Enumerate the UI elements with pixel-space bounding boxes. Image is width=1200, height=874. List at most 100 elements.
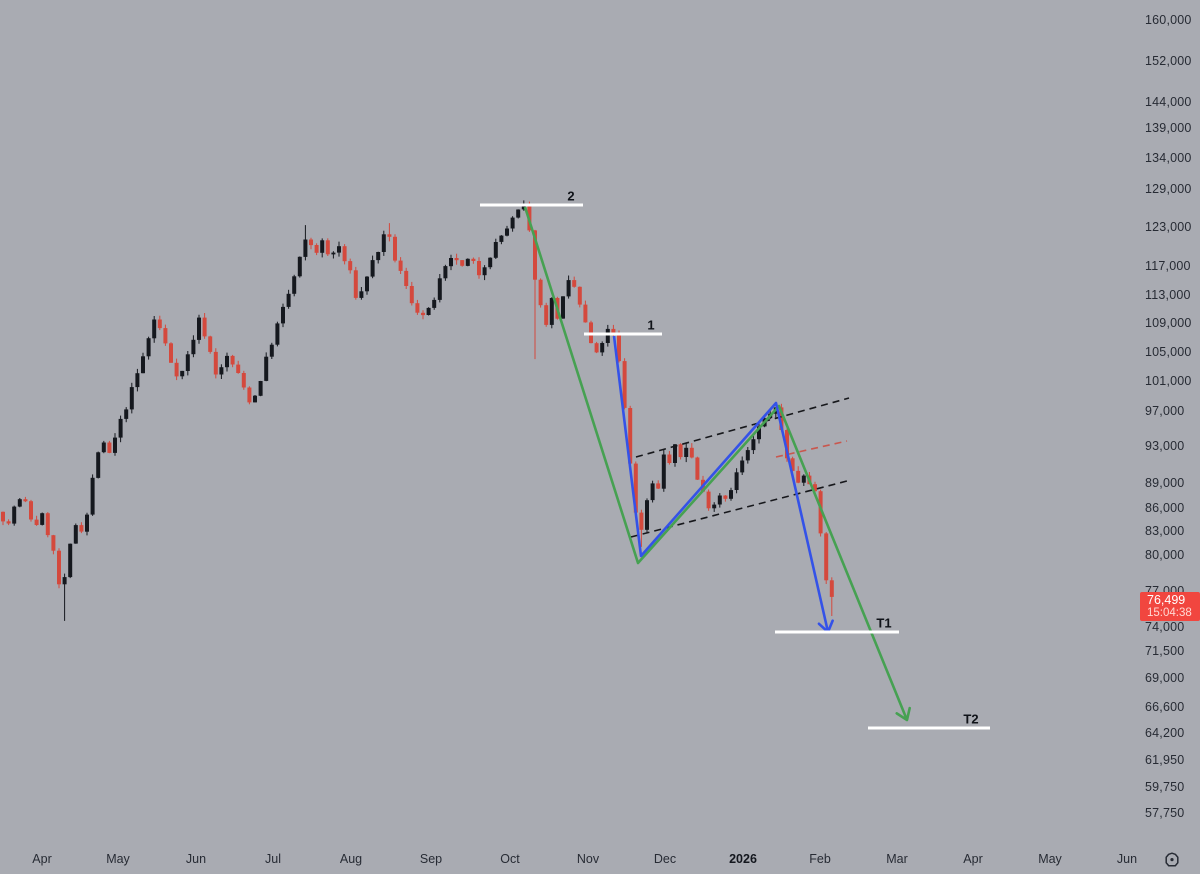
- time-tick: May: [1038, 851, 1062, 866]
- candle: [292, 274, 297, 297]
- candle: [253, 395, 257, 403]
- candle: [264, 352, 269, 382]
- candle: [79, 522, 84, 534]
- candle: [303, 225, 308, 261]
- green-projection[interactable]: [523, 206, 912, 722]
- price-tick: 97,000: [1145, 404, 1185, 418]
- candle: [678, 443, 683, 460]
- candle: [622, 358, 627, 410]
- candle: [426, 307, 431, 316]
- price-tick: 123,000: [1145, 220, 1192, 234]
- candle: [107, 440, 112, 454]
- candle: [566, 275, 571, 299]
- last-price-value: 76,499: [1147, 592, 1186, 607]
- candle: [286, 289, 291, 309]
- projection-arrows[interactable]: [523, 206, 912, 722]
- candle: [381, 230, 386, 256]
- price-tick: 64,200: [1145, 726, 1185, 740]
- blue-projection[interactable]: [612, 335, 834, 634]
- candle: [437, 274, 442, 303]
- candle: [180, 370, 185, 380]
- level-label-t2: T2: [963, 711, 979, 727]
- level-label-2: 2: [567, 188, 575, 204]
- candle: [241, 370, 246, 390]
- candle: [549, 297, 554, 329]
- price-tick: 139,000: [1145, 121, 1192, 135]
- time-axis[interactable]: Apr May Jun Jul Aug Sep Oct Nov Dec 2026 Feb Mar Apr…: [0, 845, 1200, 872]
- candle: [706, 489, 711, 511]
- candle: [185, 351, 190, 376]
- candle: [628, 405, 633, 467]
- candle: [538, 278, 543, 308]
- time-tick: Aug: [339, 851, 363, 866]
- candle: [342, 244, 347, 265]
- candle: [62, 573, 67, 621]
- candle: [650, 480, 655, 503]
- price-tick: 109,000: [1145, 316, 1192, 330]
- candle: [723, 495, 728, 502]
- time-tick: Apr: [32, 851, 52, 866]
- candle: [661, 449, 666, 492]
- time-tick: Dec: [653, 851, 677, 866]
- time-tick: Jun: [1116, 851, 1138, 866]
- candle: [96, 451, 101, 479]
- candle: [790, 456, 795, 472]
- price-tick: 57,750: [1145, 806, 1185, 820]
- candle: [398, 257, 403, 274]
- candle: [639, 509, 644, 547]
- candle: [594, 341, 599, 354]
- candle: [751, 435, 756, 454]
- candle: [370, 255, 375, 279]
- price-tick: 129,000: [1145, 182, 1192, 196]
- candle: [533, 229, 537, 360]
- candle: [236, 360, 241, 374]
- candle: [141, 352, 145, 374]
- candle: [589, 320, 593, 344]
- candle: [1, 511, 5, 526]
- candle: [101, 440, 106, 454]
- time-tick: Feb: [809, 851, 831, 866]
- candle: [818, 489, 823, 537]
- time-tick: May: [106, 851, 130, 866]
- candle: [745, 447, 750, 464]
- candle: [359, 287, 364, 300]
- candle: [219, 364, 224, 379]
- candle: [684, 443, 689, 463]
- level-label-1: 1: [647, 317, 655, 333]
- candle: [717, 493, 722, 508]
- price-tick: 113,000: [1145, 288, 1191, 302]
- candle: [191, 335, 196, 358]
- time-tick: Nov: [576, 851, 600, 866]
- candle: [801, 474, 806, 486]
- price-axis[interactable]: 160,000 152,000 144,000 139,000 134,000 129,0…: [1138, 0, 1200, 845]
- candle: [163, 324, 168, 346]
- channel-top[interactable]: [635, 397, 850, 458]
- last-price-label: 76,499 15:04:38: [1140, 592, 1200, 621]
- candle: [157, 315, 162, 331]
- target-level-lines[interactable]: [480, 203, 990, 730]
- price-tick: 134,000: [1145, 151, 1192, 165]
- candle: [29, 499, 33, 522]
- candle: [281, 303, 285, 328]
- settings-gear-icon[interactable]: [1163, 851, 1181, 869]
- candle: [202, 313, 207, 339]
- candle: [90, 474, 95, 516]
- candle: [465, 258, 470, 267]
- candle: [667, 451, 672, 465]
- candle: [34, 515, 39, 526]
- candle: [68, 543, 73, 579]
- candle: [493, 238, 498, 259]
- candle: [337, 241, 341, 257]
- candle: [712, 502, 717, 512]
- price-tick: 86,000: [1145, 501, 1185, 515]
- candle: [331, 251, 336, 259]
- candle: [415, 299, 420, 315]
- candle: [432, 297, 437, 310]
- time-tick: Jul: [265, 851, 281, 866]
- candle: [471, 257, 476, 264]
- price-tick: 89,000: [1145, 476, 1185, 490]
- candle: [197, 314, 201, 344]
- price-tick: 66,600: [1145, 700, 1185, 714]
